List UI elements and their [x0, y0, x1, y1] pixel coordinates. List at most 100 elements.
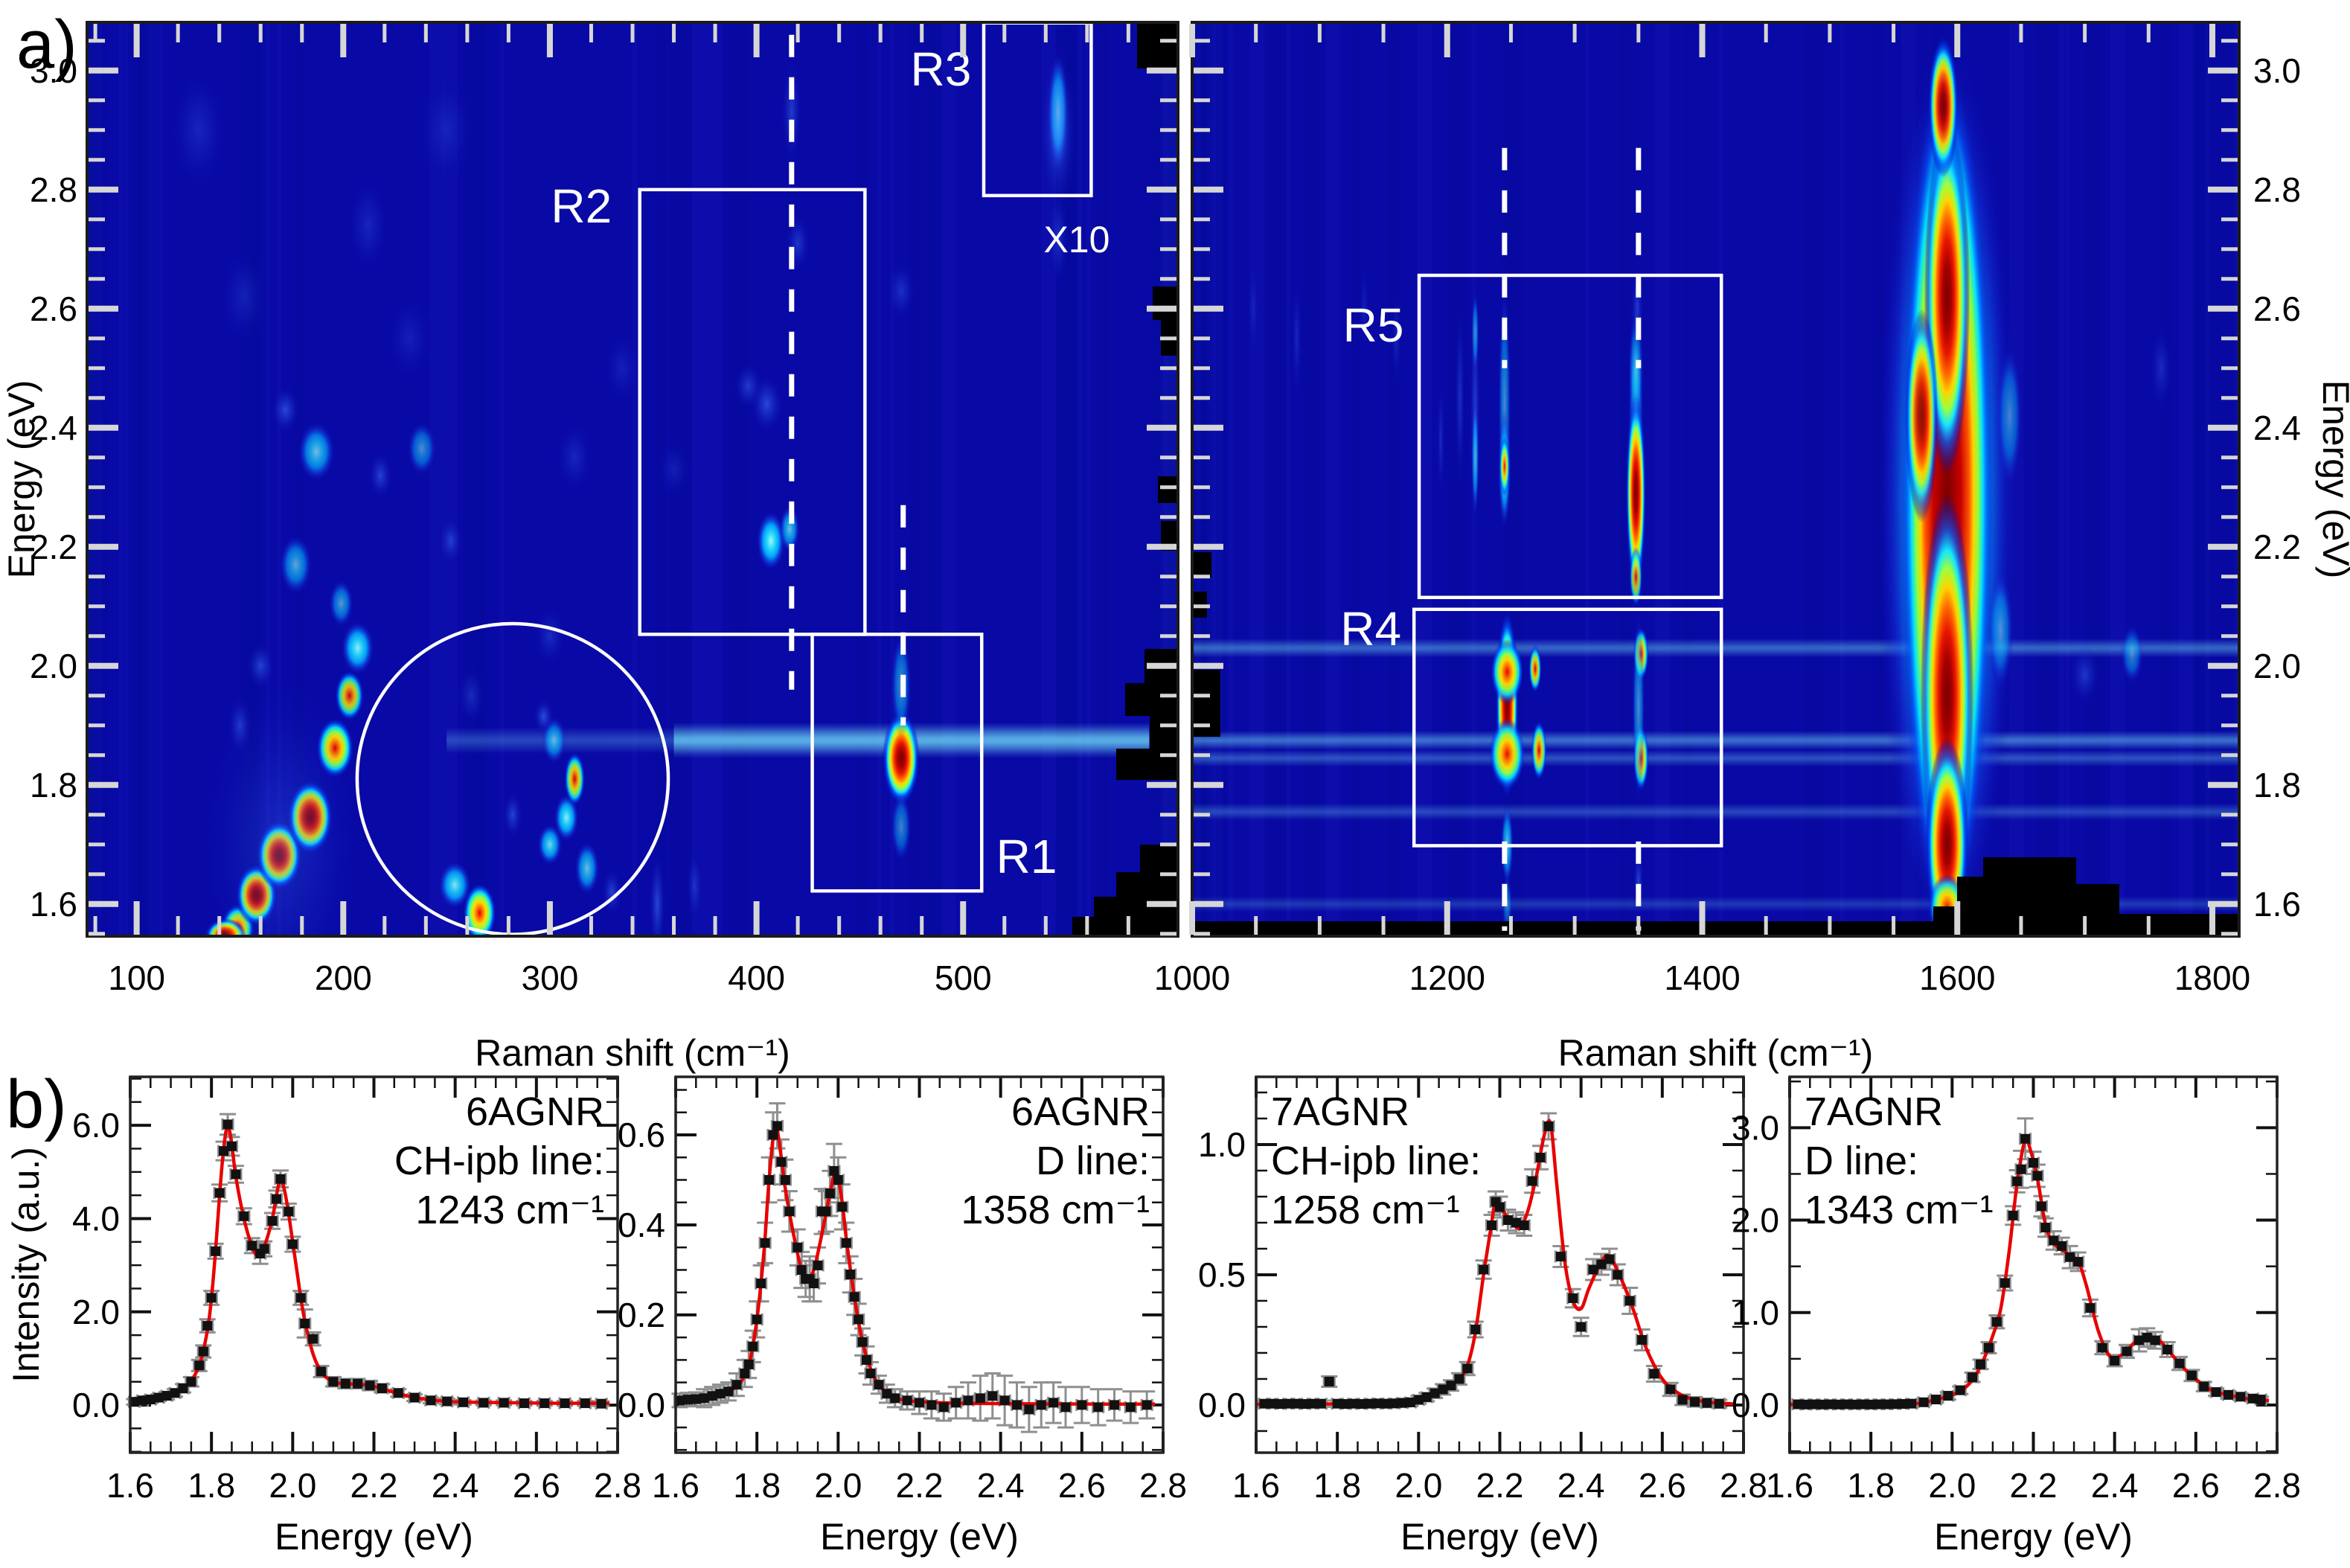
data-point [153, 1392, 164, 1403]
annotation-box-R5 [1417, 273, 1723, 600]
bplot-x-tick-label: 1.8 [1847, 1466, 1895, 1505]
data-point [226, 1141, 237, 1151]
data-point [2110, 1355, 2120, 1366]
bplot-x-tick-label: 2.4 [432, 1466, 479, 1505]
data-point [1479, 1264, 1489, 1275]
data-point [2029, 1158, 2038, 1168]
data-point [1801, 1399, 1811, 1409]
data-point [145, 1395, 156, 1405]
x-tick-label: 1600 [1919, 959, 1995, 997]
panel-b-label: b) [6, 1066, 67, 1142]
raman-feature [456, 665, 486, 726]
annotation-box-R2 [638, 188, 867, 636]
data-point [1332, 1398, 1342, 1409]
data-point [1495, 1202, 1505, 1212]
bplot-x-axis-title: Energy (eV) [275, 1516, 473, 1558]
panel-a-label: a) [16, 7, 77, 83]
data-point [723, 1386, 734, 1397]
data-point [1446, 1380, 1456, 1391]
data-point [1487, 1220, 1497, 1230]
data-point [393, 1388, 403, 1398]
bplot-x-tick-label: 2.0 [814, 1466, 862, 1505]
data-point [365, 1380, 375, 1391]
data-point [829, 1165, 839, 1176]
data-point [1060, 1402, 1071, 1412]
data-point [999, 1395, 1010, 1406]
raman-feature [1455, 302, 1465, 493]
data-point [1048, 1398, 1059, 1408]
data-point [206, 1293, 217, 1303]
data-point [793, 1242, 803, 1252]
data-point [2065, 1252, 2075, 1262]
x-tick-label: 1400 [1664, 959, 1740, 997]
bplot-title-line: D line: [1036, 1139, 1150, 1183]
data-points [129, 1119, 606, 1409]
data-point [926, 1400, 937, 1410]
bplot-x-tick-label: 2.2 [350, 1466, 398, 1505]
data-point [682, 1395, 693, 1405]
data-point [272, 1194, 281, 1204]
data-point [854, 1314, 864, 1325]
bplot-title-line: 1358 cm⁻¹ [961, 1188, 1150, 1232]
data-point [2142, 1332, 2152, 1343]
data-point [1624, 1296, 1635, 1306]
data-point [731, 1380, 742, 1390]
raman-feature [1291, 278, 1302, 398]
raman-feature [533, 606, 567, 666]
raman-feature [386, 296, 432, 380]
data-point [211, 1246, 221, 1256]
bplot-y-tick-label: 0.6 [618, 1116, 665, 1154]
energy-axis-labels: 1.6 1.6 1.8 1.8 2.0 2.0 2.2 2.2 2.4 2.4 2.6 2.6 2.8 2… [1, 51, 2350, 924]
raman-feature [564, 752, 586, 806]
data-point [1874, 1399, 1884, 1409]
y-tick-label-left: 2.6 [30, 289, 77, 328]
raman-feature [347, 177, 389, 273]
raman-feature [1625, 391, 1647, 595]
data-point [170, 1388, 180, 1398]
annotation-box-R4 [1412, 607, 1723, 848]
bplot-x-tick-label: 1.6 [106, 1466, 154, 1505]
intensity-axis: Intensity (a.u.) [5, 1147, 47, 1383]
saturated-black-region [1116, 649, 1178, 780]
data-point [674, 1395, 685, 1406]
data-point [540, 1398, 550, 1409]
bplot-x-tick-label: 2.6 [2172, 1466, 2220, 1505]
data-point [748, 1341, 758, 1351]
data-point [2199, 1381, 2209, 1392]
data-point [1991, 1316, 2002, 1327]
data-point [1882, 1399, 1892, 1409]
bplot-b3: 0.0 0.5 1.0 1.6 1.8 2.0 2.2 2.4 2.6 2.8 Energy (eV… [1198, 1075, 1767, 1558]
data-points [1259, 1121, 1724, 1409]
bplot-x-tick-label: 1.8 [188, 1466, 235, 1505]
data-point [1906, 1398, 1917, 1409]
raman-feature [554, 793, 579, 842]
raman-feature [1489, 718, 1525, 790]
bplot-y-tick-label: 0.0 [1732, 1386, 1779, 1424]
raman-feature [271, 385, 300, 434]
excitation-band [1192, 639, 2239, 658]
x-tick-label: 400 [728, 959, 785, 997]
y-axis-title-left: Energy (eV) [1, 380, 42, 579]
bplot-x-tick-label: 2.4 [977, 1466, 1025, 1505]
data-point [560, 1398, 570, 1409]
data-point [1604, 1254, 1615, 1264]
y-tick-label-left: 3.0 [30, 51, 77, 90]
data-point [780, 1174, 790, 1185]
data-point [764, 1174, 775, 1185]
data-point [2012, 1176, 2023, 1186]
data-point [1438, 1384, 1448, 1395]
raman-feature [1528, 644, 1542, 693]
data-point [1809, 1399, 1819, 1409]
heatmap-ticks [1189, 24, 2238, 936]
y-tick-label-left: 2.2 [30, 528, 77, 566]
raman-feature [368, 451, 393, 499]
saturated-black-region [1137, 22, 1178, 68]
data-point [841, 1238, 851, 1248]
y-tick-label-left: 2.0 [30, 647, 77, 685]
raman-feature [341, 621, 374, 675]
data-point [499, 1398, 509, 1408]
x-tick-label: 100 [108, 959, 165, 997]
bplot-title-line: 7AGNR [1805, 1089, 1943, 1134]
bplot-x-tick-label: 2.2 [896, 1466, 944, 1505]
bplot-x-axis-title: Energy (eV) [820, 1516, 1019, 1558]
